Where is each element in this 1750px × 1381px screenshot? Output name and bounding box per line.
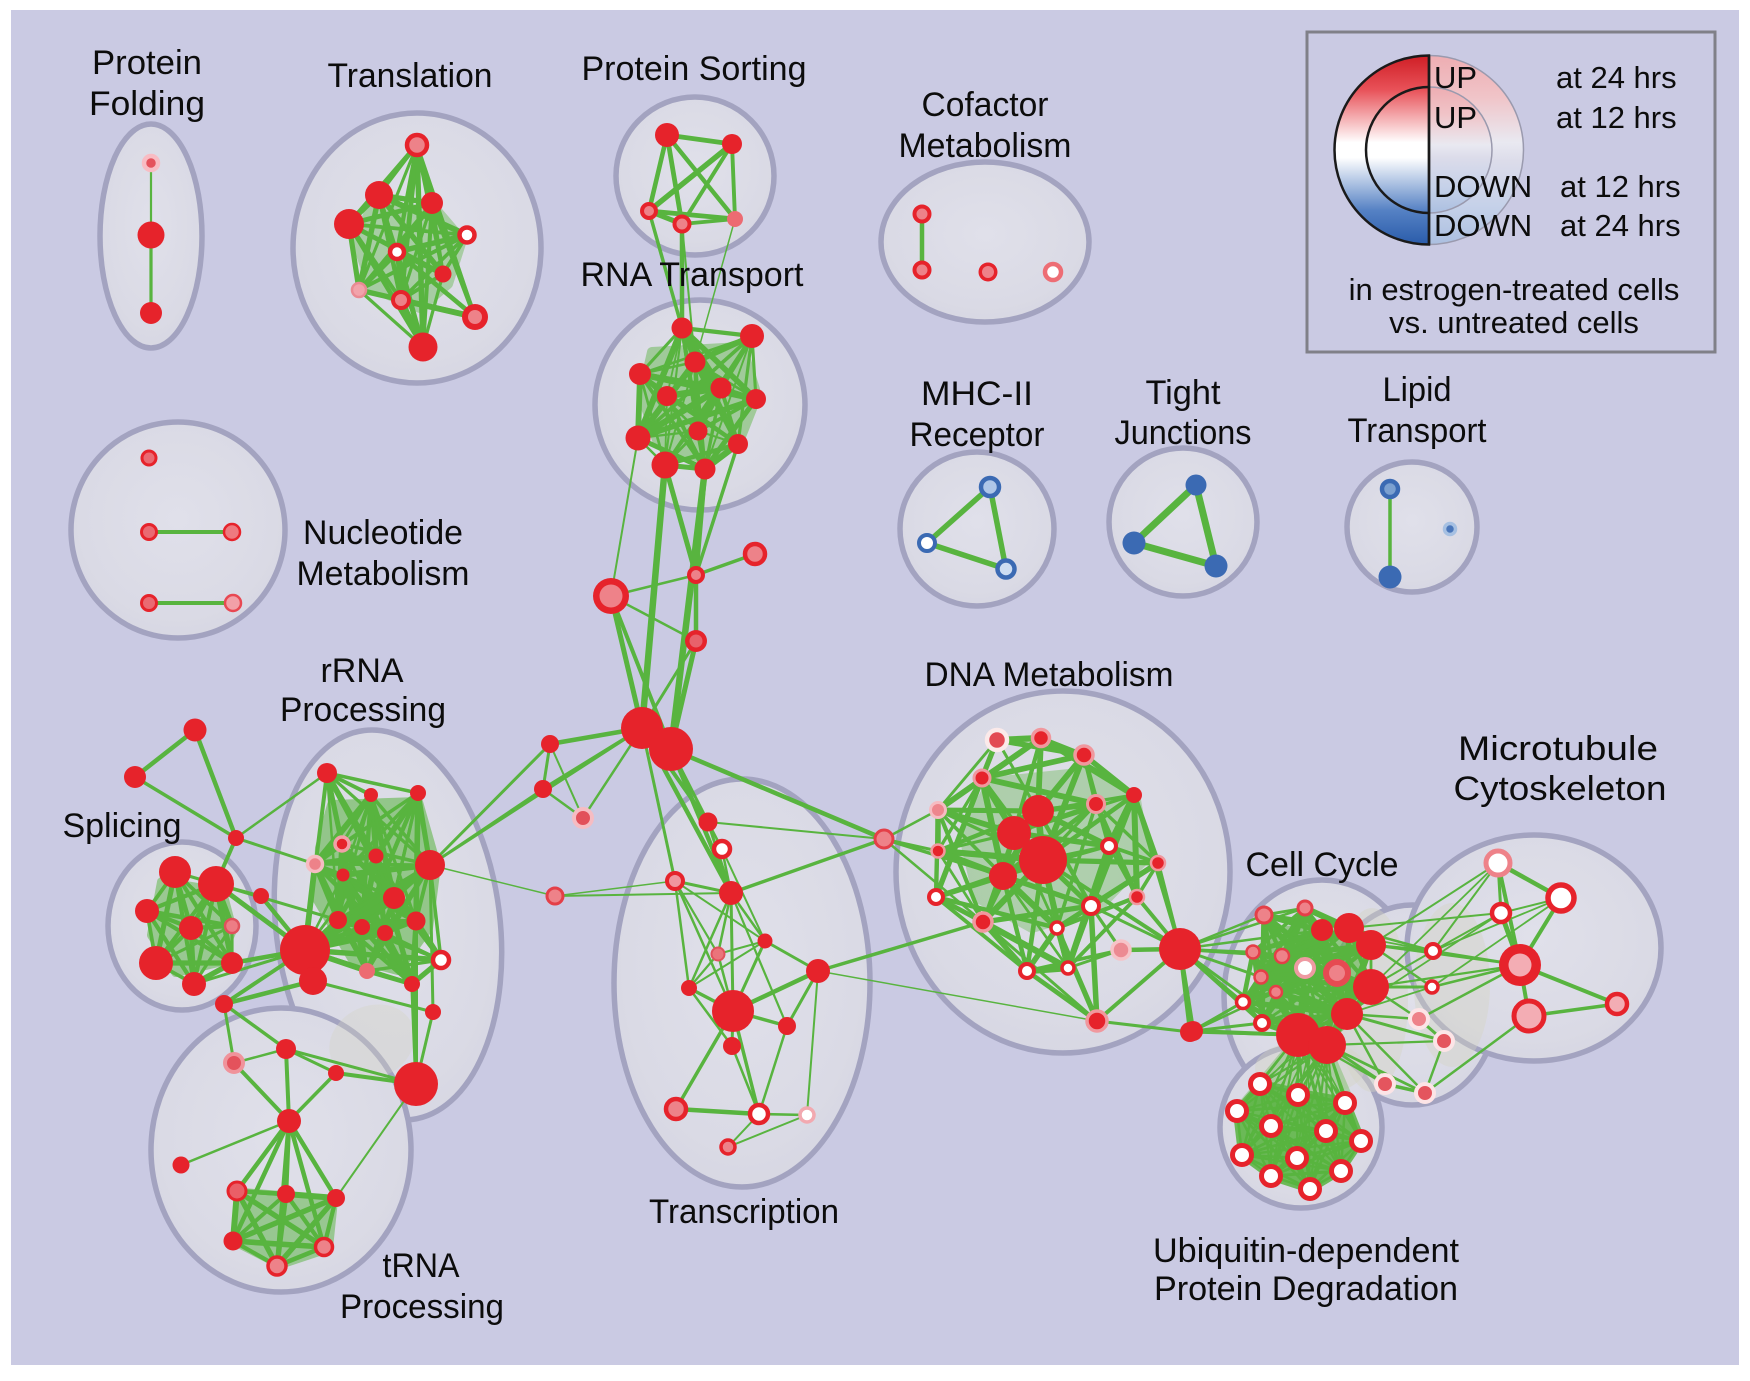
svg-text:Metabolism: Metabolism bbox=[297, 555, 470, 593]
svg-text:vs. untreated cells: vs. untreated cells bbox=[1389, 305, 1639, 340]
svg-text:Transcription: Transcription bbox=[649, 1193, 839, 1231]
svg-text:UP: UP bbox=[1434, 100, 1477, 135]
svg-text:Translation: Translation bbox=[328, 57, 493, 95]
svg-text:UP: UP bbox=[1434, 60, 1477, 95]
svg-text:Receptor: Receptor bbox=[910, 416, 1045, 454]
svg-text:RNA Transport: RNA Transport bbox=[581, 256, 805, 294]
svg-text:MHC-II: MHC-II bbox=[921, 375, 1033, 413]
svg-text:Cytoskeleton: Cytoskeleton bbox=[1454, 770, 1667, 808]
svg-text:Nucleotide: Nucleotide bbox=[303, 514, 463, 552]
svg-text:at 24 hrs: at 24 hrs bbox=[1560, 208, 1681, 243]
svg-text:Junctions: Junctions bbox=[1115, 414, 1252, 452]
svg-text:Splicing: Splicing bbox=[63, 807, 182, 845]
svg-text:Lipid: Lipid bbox=[1383, 371, 1452, 409]
svg-text:Tight: Tight bbox=[1146, 374, 1222, 412]
svg-text:Protein Degradation: Protein Degradation bbox=[1154, 1270, 1458, 1308]
svg-text:in estrogen-treated cells: in estrogen-treated cells bbox=[1349, 272, 1680, 307]
svg-text:Microtubule: Microtubule bbox=[1458, 730, 1658, 768]
svg-text:Ubiquitin-dependent: Ubiquitin-dependent bbox=[1153, 1232, 1460, 1270]
svg-text:DNA Metabolism: DNA Metabolism bbox=[925, 656, 1174, 694]
svg-text:Protein Sorting: Protein Sorting bbox=[582, 50, 807, 88]
svg-text:Processing: Processing bbox=[340, 1288, 504, 1326]
svg-text:at 12 hrs: at 12 hrs bbox=[1556, 100, 1677, 135]
svg-text:Cell Cycle: Cell Cycle bbox=[1246, 846, 1399, 884]
svg-text:tRNA: tRNA bbox=[383, 1247, 460, 1285]
svg-text:Metabolism: Metabolism bbox=[899, 127, 1072, 165]
svg-text:Transport: Transport bbox=[1348, 412, 1488, 450]
svg-text:at 24 hrs: at 24 hrs bbox=[1556, 60, 1677, 95]
svg-text:Protein: Protein bbox=[92, 44, 202, 82]
svg-text:DOWN: DOWN bbox=[1434, 208, 1532, 243]
svg-text:at 12 hrs: at 12 hrs bbox=[1560, 169, 1681, 204]
svg-text:Processing: Processing bbox=[280, 691, 446, 729]
svg-text:Folding: Folding bbox=[89, 85, 205, 123]
svg-text:rRNA: rRNA bbox=[321, 652, 404, 690]
svg-text:DOWN: DOWN bbox=[1434, 169, 1532, 204]
svg-text:Cofactor: Cofactor bbox=[922, 86, 1049, 124]
